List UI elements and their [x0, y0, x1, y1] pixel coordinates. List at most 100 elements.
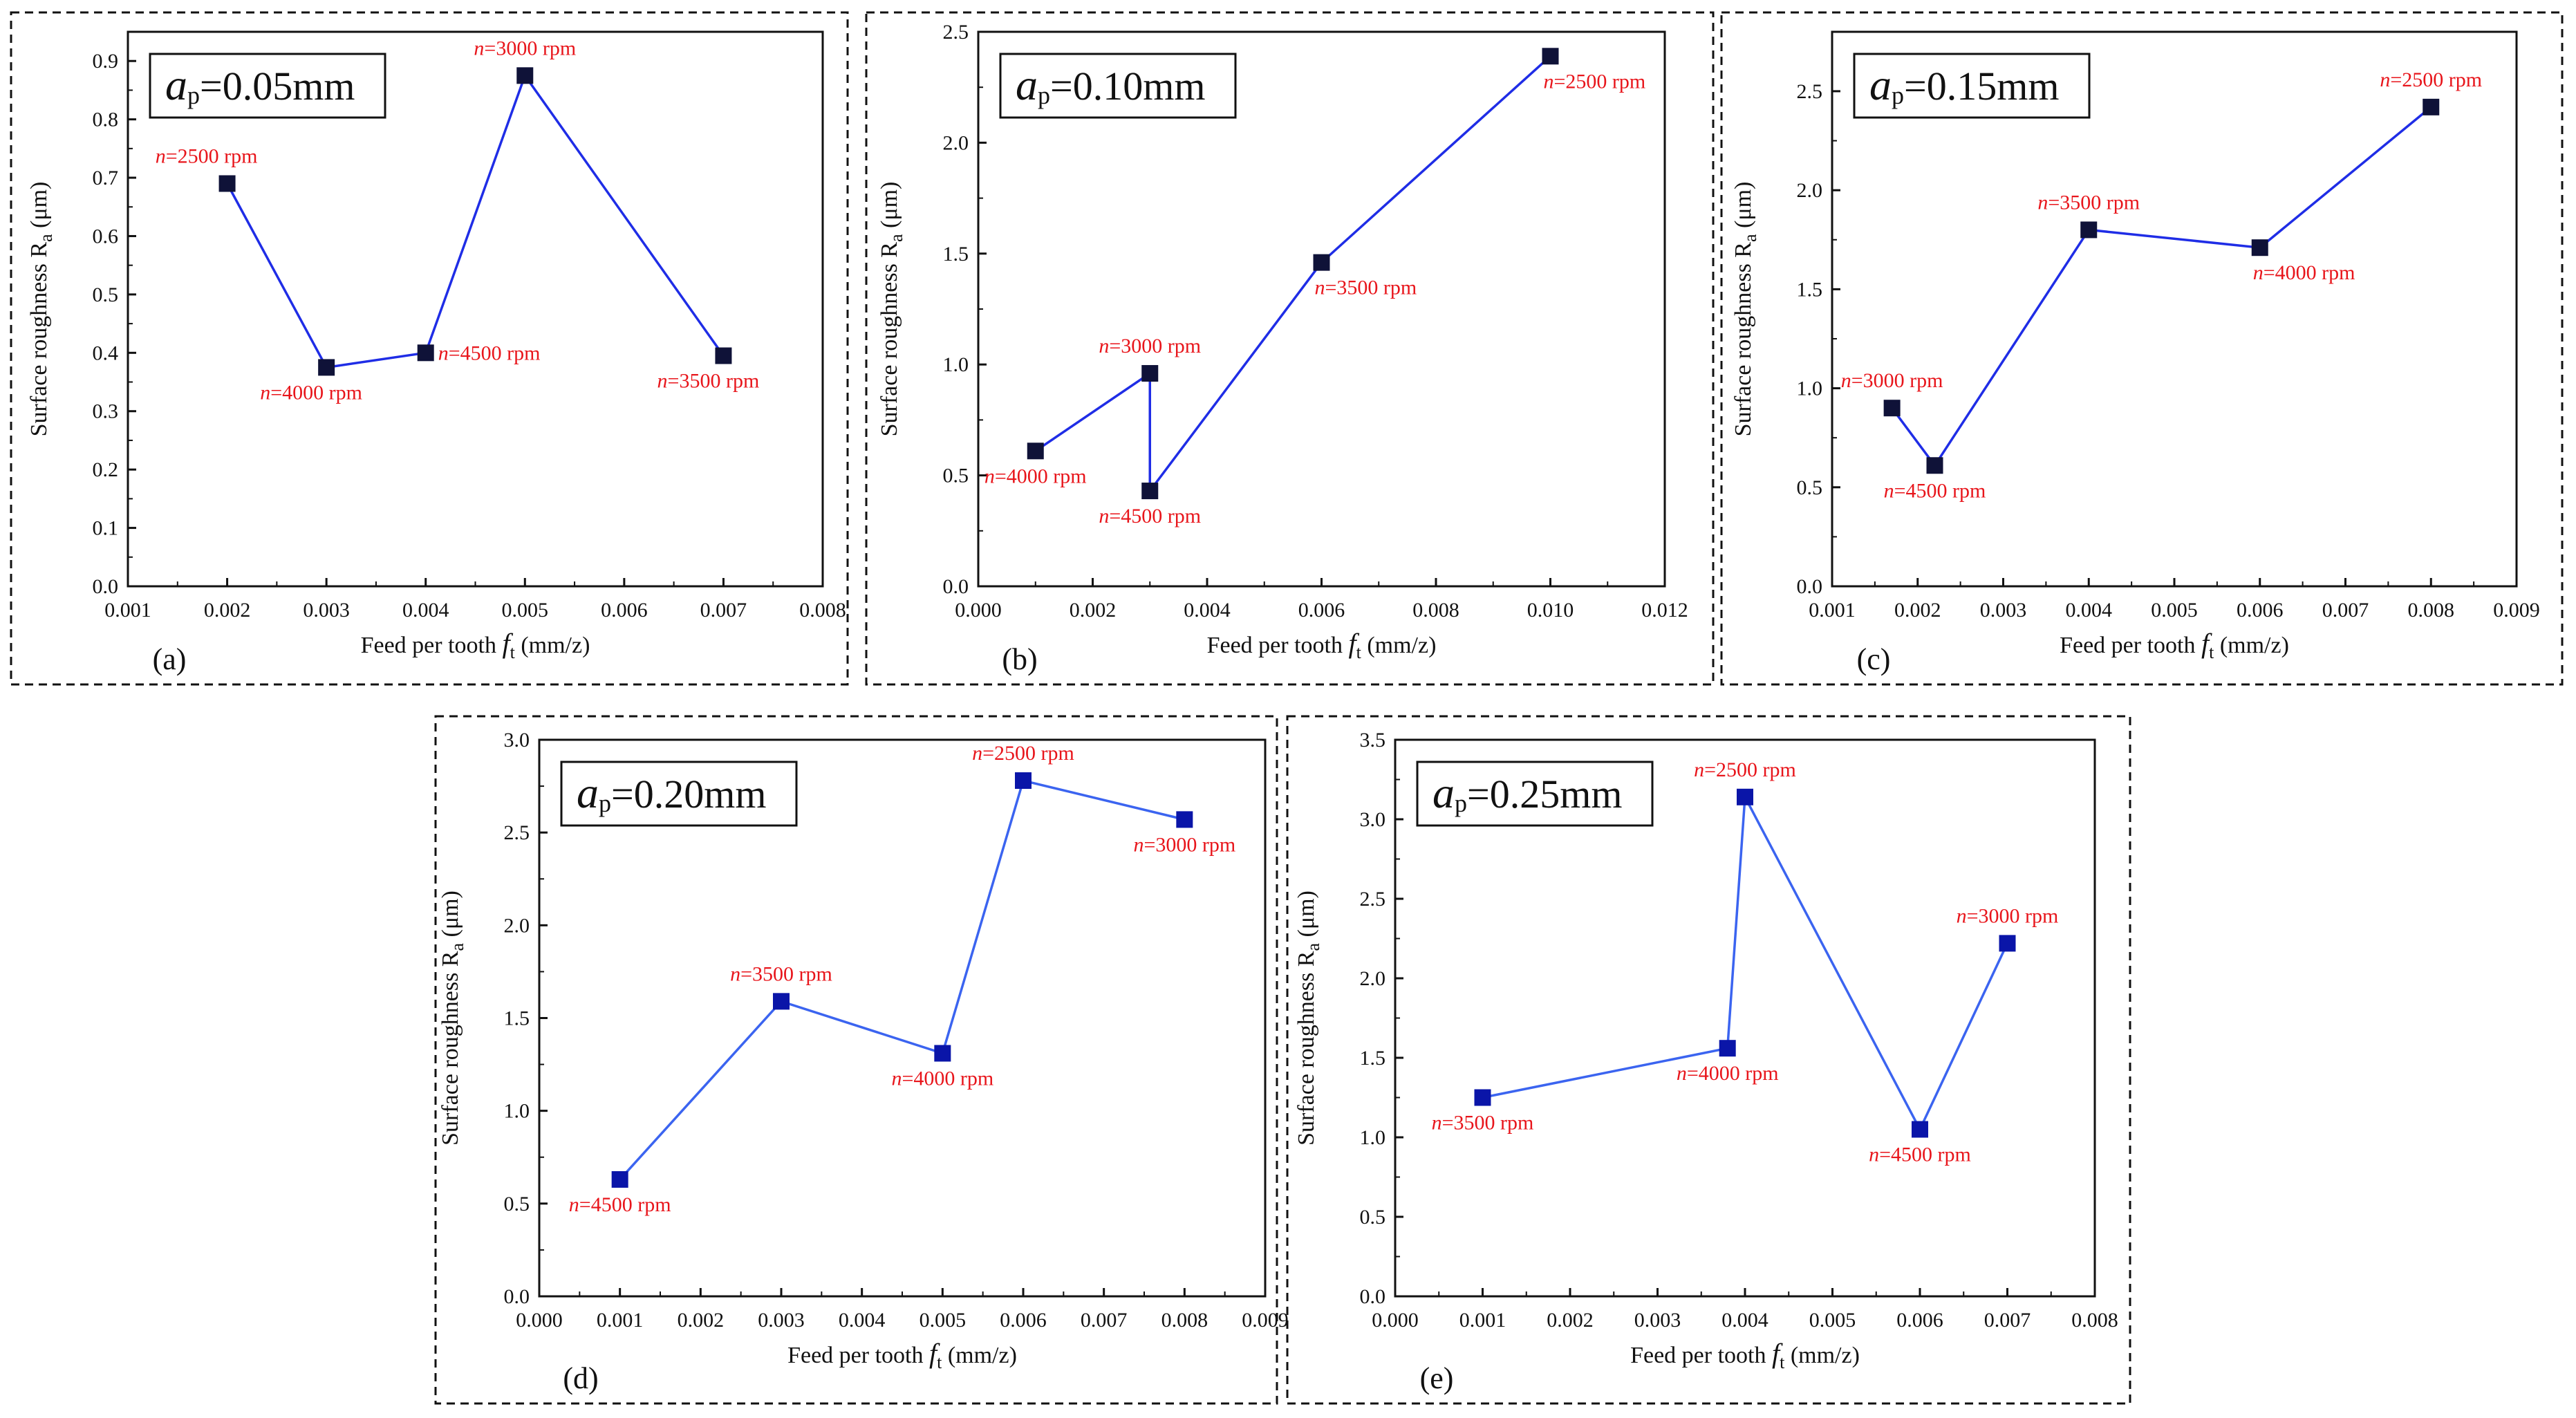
- panel-caption: (d): [563, 1361, 598, 1395]
- y-tick-label: 0.5: [93, 283, 119, 306]
- x-tick-label: 0.001: [597, 1309, 644, 1332]
- y-tick-label: 1.5: [1797, 278, 1823, 301]
- data-point: [2251, 239, 2268, 256]
- panel-frame: [1286, 715, 2131, 1405]
- depth-badge-box: [999, 53, 1237, 119]
- x-tick-label: 0.006: [1298, 599, 1345, 622]
- y-tick-label: 0.5: [504, 1193, 530, 1215]
- panel-e: 0.000 0.001 0.002 0.003 0.004 0.005 0.006 0.007…: [1286, 715, 2131, 1405]
- x-tick-label: 0.009: [1242, 1309, 1289, 1332]
- depth-badge-box: [560, 761, 798, 827]
- y-tick-label: 0.0: [1797, 575, 1823, 598]
- panel-caption: (a): [153, 642, 187, 676]
- x-tick-label: 0.006: [2237, 599, 2284, 622]
- data-point: [1926, 457, 1943, 474]
- x-tick-label: 0.008: [1161, 1309, 1208, 1332]
- x-tick-label: 0.004: [839, 1309, 886, 1332]
- x-tick-label: 0.003: [758, 1309, 805, 1332]
- x-tick-label: 0.006: [1896, 1309, 1943, 1332]
- depth-badge: ap=0.05mm: [165, 60, 355, 109]
- panel-caption: (c): [1857, 642, 1891, 676]
- data-point: [715, 347, 732, 364]
- depth-badge-box: [1853, 53, 2091, 119]
- x-tick-label: 0.008: [799, 599, 846, 622]
- panel-a: 0.001 0.002 0.003 0.004 0.005 0.006 0.007 0.008…: [10, 11, 849, 686]
- data-point: [516, 67, 534, 84]
- x-tick-label: 0.004: [1721, 1309, 1768, 1332]
- data-point-label: n=3500 rpm: [657, 370, 760, 393]
- data-point-label: n=2500 rpm: [1694, 758, 1796, 781]
- panel-d: 0.000 0.001 0.002 0.003 0.004 0.005 0.006 0.007…: [434, 715, 1289, 1405]
- x-tick-label: 0.002: [1070, 599, 1117, 622]
- x-tick-label: 0.008: [2071, 1309, 2118, 1332]
- data-point-label: n=4500 rpm: [438, 342, 541, 364]
- data-point-label: n=4500 rpm: [1099, 505, 1201, 528]
- x-tick-label: 0.005: [1809, 1309, 1856, 1332]
- y-tick-label: 2.0: [504, 914, 530, 937]
- x-tick-label: 0.001: [1459, 1309, 1506, 1332]
- data-point-label: n=2500 rpm: [156, 144, 258, 167]
- x-tick-label: 0.008: [2408, 599, 2455, 622]
- x-tick-label: 0.002: [204, 599, 251, 622]
- x-axis-title: Feed per tooth ft (mm/z): [361, 628, 590, 662]
- series-line: [1891, 106, 2432, 468]
- data-point: [2423, 98, 2440, 115]
- x-axis-title: Feed per tooth ft (mm/z): [787, 1338, 1017, 1372]
- data-point: [1542, 48, 1559, 65]
- data-point: [1474, 1089, 1491, 1106]
- y-axis-title: Surface roughness Ra (μm): [1730, 182, 1760, 437]
- series-line: [226, 73, 725, 369]
- data-point-label: n=4500 rpm: [1884, 479, 1986, 502]
- y-tick-label: 1.0: [943, 353, 969, 376]
- x-tick-label: 0.003: [1634, 1309, 1681, 1332]
- x-tick-label: 0.008: [1412, 599, 1459, 622]
- y-tick-label: 0.0: [504, 1285, 530, 1308]
- panel-c: 0.001 0.002 0.003 0.004 0.005 0.006 0.007 0.008…: [1720, 11, 2564, 686]
- data-point-label: n=2500 rpm: [1544, 70, 1646, 93]
- y-tick-label: 1.5: [504, 1007, 530, 1030]
- depth-badge-box: [1416, 761, 1654, 827]
- x-tick-label: 0.005: [920, 1309, 967, 1332]
- depth-badge: ap=0.10mm: [1016, 60, 1205, 109]
- y-tick-label: 2.5: [504, 821, 530, 844]
- x-tick-label: 0.001: [1809, 599, 1856, 622]
- series-line: [1034, 55, 1551, 495]
- data-point: [318, 359, 335, 376]
- data-point-label: n=3000 rpm: [1841, 369, 1943, 392]
- y-tick-label: 0.4: [93, 342, 119, 364]
- data-point: [1737, 788, 1753, 805]
- panel-b: 0.000 0.002 0.004 0.006 0.008 0.010 0.012 0.0 0.…: [865, 11, 1715, 686]
- y-tick-label: 3.0: [1360, 808, 1386, 831]
- y-tick-label: 0.8: [93, 109, 119, 131]
- data-point-label: n=2500 rpm: [972, 742, 1074, 765]
- data-point: [611, 1170, 628, 1188]
- panel-frame: [1720, 11, 2564, 686]
- x-tick-label: 0.004: [402, 599, 449, 622]
- data-point-label: n=4000 rpm: [2253, 261, 2355, 284]
- y-tick-label: 1.5: [1360, 1047, 1386, 1070]
- data-point: [1027, 442, 1044, 460]
- y-tick-label: 0.5: [1360, 1206, 1386, 1229]
- x-tick-label: 0.007: [700, 599, 747, 622]
- x-tick-label: 0.000: [1372, 1309, 1419, 1332]
- x-tick-label: 0.005: [2151, 599, 2198, 622]
- x-tick-label: 0.002: [1894, 599, 1941, 622]
- y-tick-label: 2.0: [1797, 179, 1823, 202]
- data-point: [417, 344, 434, 362]
- depth-badge-box: [149, 53, 386, 119]
- data-point-label: n=4500 rpm: [1869, 1144, 1971, 1166]
- y-tick-label: 0.6: [93, 225, 119, 248]
- data-point: [1141, 483, 1159, 500]
- y-tick-label: 0.3: [93, 400, 119, 423]
- data-point-label: n=4000 rpm: [891, 1067, 993, 1090]
- panel-frame: [434, 715, 1278, 1405]
- y-tick-label: 2.0: [1360, 967, 1386, 990]
- depth-badge: ap=0.15mm: [1869, 60, 2059, 109]
- data-point: [2080, 221, 2098, 239]
- data-point: [1883, 400, 1901, 417]
- data-point: [1313, 254, 1330, 271]
- x-tick-label: 0.007: [1081, 1309, 1128, 1332]
- x-tick-label: 0.007: [2322, 599, 2369, 622]
- x-tick-label: 0.001: [104, 599, 151, 622]
